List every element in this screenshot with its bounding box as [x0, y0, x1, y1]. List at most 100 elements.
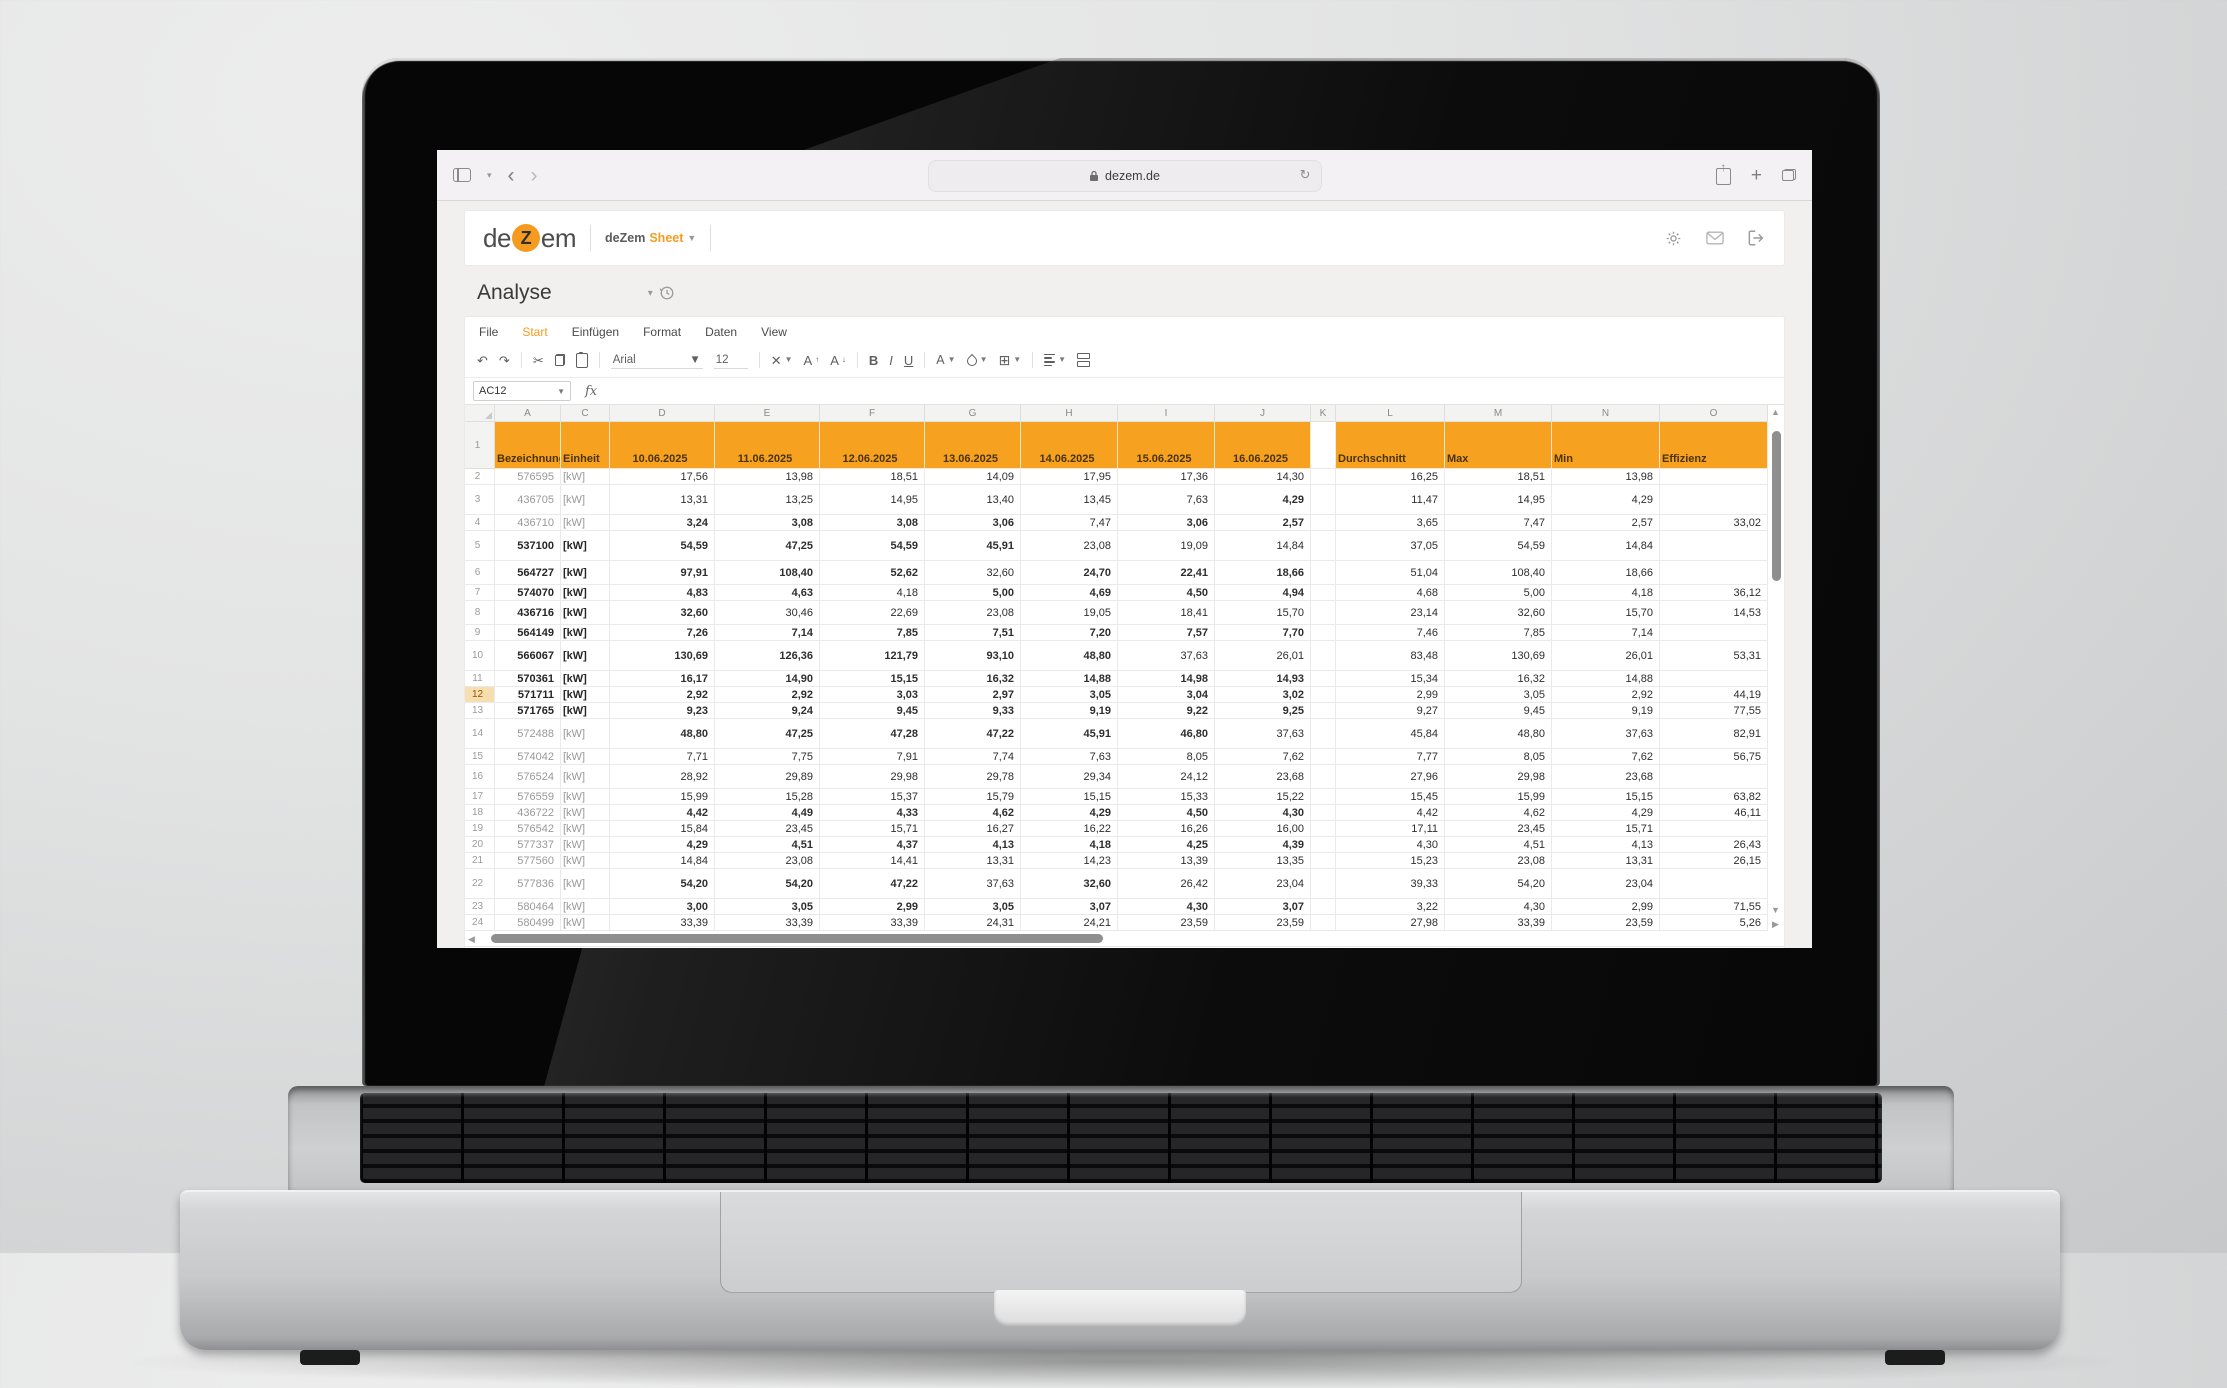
spacer-cell[interactable] [1311, 765, 1336, 789]
cell-label[interactable]: 566067 [495, 641, 561, 671]
cell-stat[interactable]: 4,51 [1445, 837, 1552, 853]
cell-stat[interactable]: 7,85 [1445, 625, 1552, 641]
cell[interactable]: 7,91 [820, 749, 925, 765]
vertical-scroll-thumb[interactable] [1772, 431, 1781, 581]
cell-stat[interactable]: 11,47 [1336, 485, 1445, 515]
cell[interactable]: 4,83 [610, 585, 715, 601]
cell-stat[interactable]: 14,95 [1445, 485, 1552, 515]
cell-stat[interactable]: 7,14 [1552, 625, 1660, 641]
cell[interactable]: 3,02 [1215, 687, 1311, 703]
increase-font-button[interactable]: A ↑ [803, 352, 820, 368]
spacer-cell[interactable] [1311, 869, 1336, 899]
cell[interactable]: 17,36 [1118, 469, 1215, 485]
cell-stat[interactable]: 33,02 [1660, 515, 1768, 531]
row-header-17[interactable]: 17 [465, 789, 495, 805]
cell-stat[interactable]: 4,68 [1336, 585, 1445, 601]
menu-view[interactable]: View [761, 325, 787, 339]
cell-stat[interactable]: 2,99 [1552, 899, 1660, 915]
cell[interactable]: 22,41 [1118, 561, 1215, 585]
cell[interactable]: 4,13 [925, 837, 1021, 853]
cell[interactable]: 37,63 [1215, 719, 1311, 749]
cell[interactable]: 29,78 [925, 765, 1021, 789]
cell-label[interactable]: 574070 [495, 585, 561, 601]
cell-stat[interactable]: 9,19 [1552, 703, 1660, 719]
row-header-24[interactable]: 24 [465, 915, 495, 931]
cell-stat[interactable]: 27,98 [1336, 915, 1445, 931]
cell-stat[interactable]: 14,88 [1552, 671, 1660, 687]
cell-stat[interactable]: 218,71 [1660, 869, 1768, 899]
col-header-K[interactable]: K [1311, 405, 1336, 422]
row-header-16[interactable]: 16 [465, 765, 495, 789]
cell[interactable]: 7,70 [1215, 625, 1311, 641]
cell-unit[interactable]: [kW] [561, 915, 610, 931]
cell-stat[interactable]: 9,45 [1445, 703, 1552, 719]
cell[interactable]: 13,31 [610, 485, 715, 515]
cell-unit[interactable]: [kW] [561, 789, 610, 805]
cell-unit[interactable]: [kW] [561, 703, 610, 719]
cell[interactable]: 4,29 [610, 837, 715, 853]
cell[interactable]: 15,22 [1215, 789, 1311, 805]
cell-stat[interactable]: 4,62 [1445, 805, 1552, 821]
cut-button[interactable]: ✂ [532, 352, 544, 368]
cell[interactable]: 108,40 [715, 561, 820, 585]
cell[interactable]: 7,75 [715, 749, 820, 765]
cell[interactable]: 14,90 [715, 671, 820, 687]
cell-stat[interactable]: 13,98 [1552, 469, 1660, 485]
gear-icon[interactable] [1665, 230, 1682, 247]
cell[interactable]: 9,24 [715, 703, 820, 719]
cell[interactable]: 15,84 [610, 821, 715, 837]
cell-stat[interactable]: 48,80 [1445, 719, 1552, 749]
title-chevron-icon[interactable]: ▾ [647, 287, 653, 299]
back-button[interactable]: ‹ [507, 163, 515, 187]
cell[interactable]: 54,59 [820, 531, 925, 561]
header-durchschnitt[interactable]: Durchschnitt [1336, 422, 1445, 469]
spacer-cell[interactable] [1311, 561, 1336, 585]
row-header-21[interactable]: 21 [465, 853, 495, 869]
cell[interactable]: 7,63 [1021, 749, 1118, 765]
spacer-cell[interactable] [1311, 601, 1336, 625]
cell[interactable]: 18,66 [1215, 561, 1311, 585]
cell-stat[interactable]: 7,47 [1445, 515, 1552, 531]
cell[interactable]: 13,39 [1118, 853, 1215, 869]
cell[interactable]: 4,50 [1118, 585, 1215, 601]
cell-stat[interactable]: 15,70 [1552, 601, 1660, 625]
cell[interactable]: 28,92 [610, 765, 715, 789]
col-header-D[interactable]: D [610, 405, 715, 422]
cell-unit[interactable]: [kW] [561, 837, 610, 853]
cell[interactable]: 37,63 [1118, 641, 1215, 671]
cell-stat[interactable]: 2,99 [1336, 687, 1445, 703]
text-color-button[interactable]: A ▼ [936, 352, 956, 367]
cell[interactable]: 5,00 [925, 585, 1021, 601]
cell[interactable]: 32,60 [1021, 869, 1118, 899]
cell-stat[interactable]: 185,55 [1660, 765, 1768, 789]
cell[interactable]: 23,04 [1215, 869, 1311, 899]
cell-label[interactable]: 574042 [495, 749, 561, 765]
cell-stat[interactable]: 26,15 [1660, 853, 1768, 869]
cell-stat[interactable]: 54,20 [1445, 869, 1552, 899]
cell-stat[interactable]: 18,51 [1445, 469, 1552, 485]
cell[interactable]: 33,39 [610, 915, 715, 931]
cell[interactable]: 46,80 [1118, 719, 1215, 749]
cell[interactable]: 15,15 [820, 671, 925, 687]
spacer-cell[interactable] [1311, 703, 1336, 719]
merge-button[interactable] [1077, 353, 1091, 367]
cell-stat[interactable]: 15,15 [1552, 789, 1660, 805]
cell-label[interactable]: 577337 [495, 837, 561, 853]
cell[interactable]: 29,98 [820, 765, 925, 789]
cell[interactable]: 47,25 [715, 531, 820, 561]
cell-stat[interactable]: 82,91 [1660, 719, 1768, 749]
col-header-N[interactable]: N [1552, 405, 1660, 422]
cell-label[interactable]: 436716 [495, 601, 561, 625]
cell[interactable]: 47,28 [820, 719, 925, 749]
cell[interactable]: 14,23 [1021, 853, 1118, 869]
cell[interactable]: 14,88 [1021, 671, 1118, 687]
cell-unit[interactable]: [kW] [561, 687, 610, 703]
cell-stat[interactable]: 45,84 [1336, 719, 1445, 749]
cell[interactable]: 22,69 [820, 601, 925, 625]
cell[interactable]: 16,00 [1215, 821, 1311, 837]
cell[interactable]: 2,57 [1215, 515, 1311, 531]
address-bar[interactable]: dezem.de ↻ [927, 160, 1322, 192]
cell[interactable]: 9,33 [925, 703, 1021, 719]
cell[interactable]: 93,10 [925, 641, 1021, 671]
cell[interactable]: 3,05 [715, 899, 820, 915]
